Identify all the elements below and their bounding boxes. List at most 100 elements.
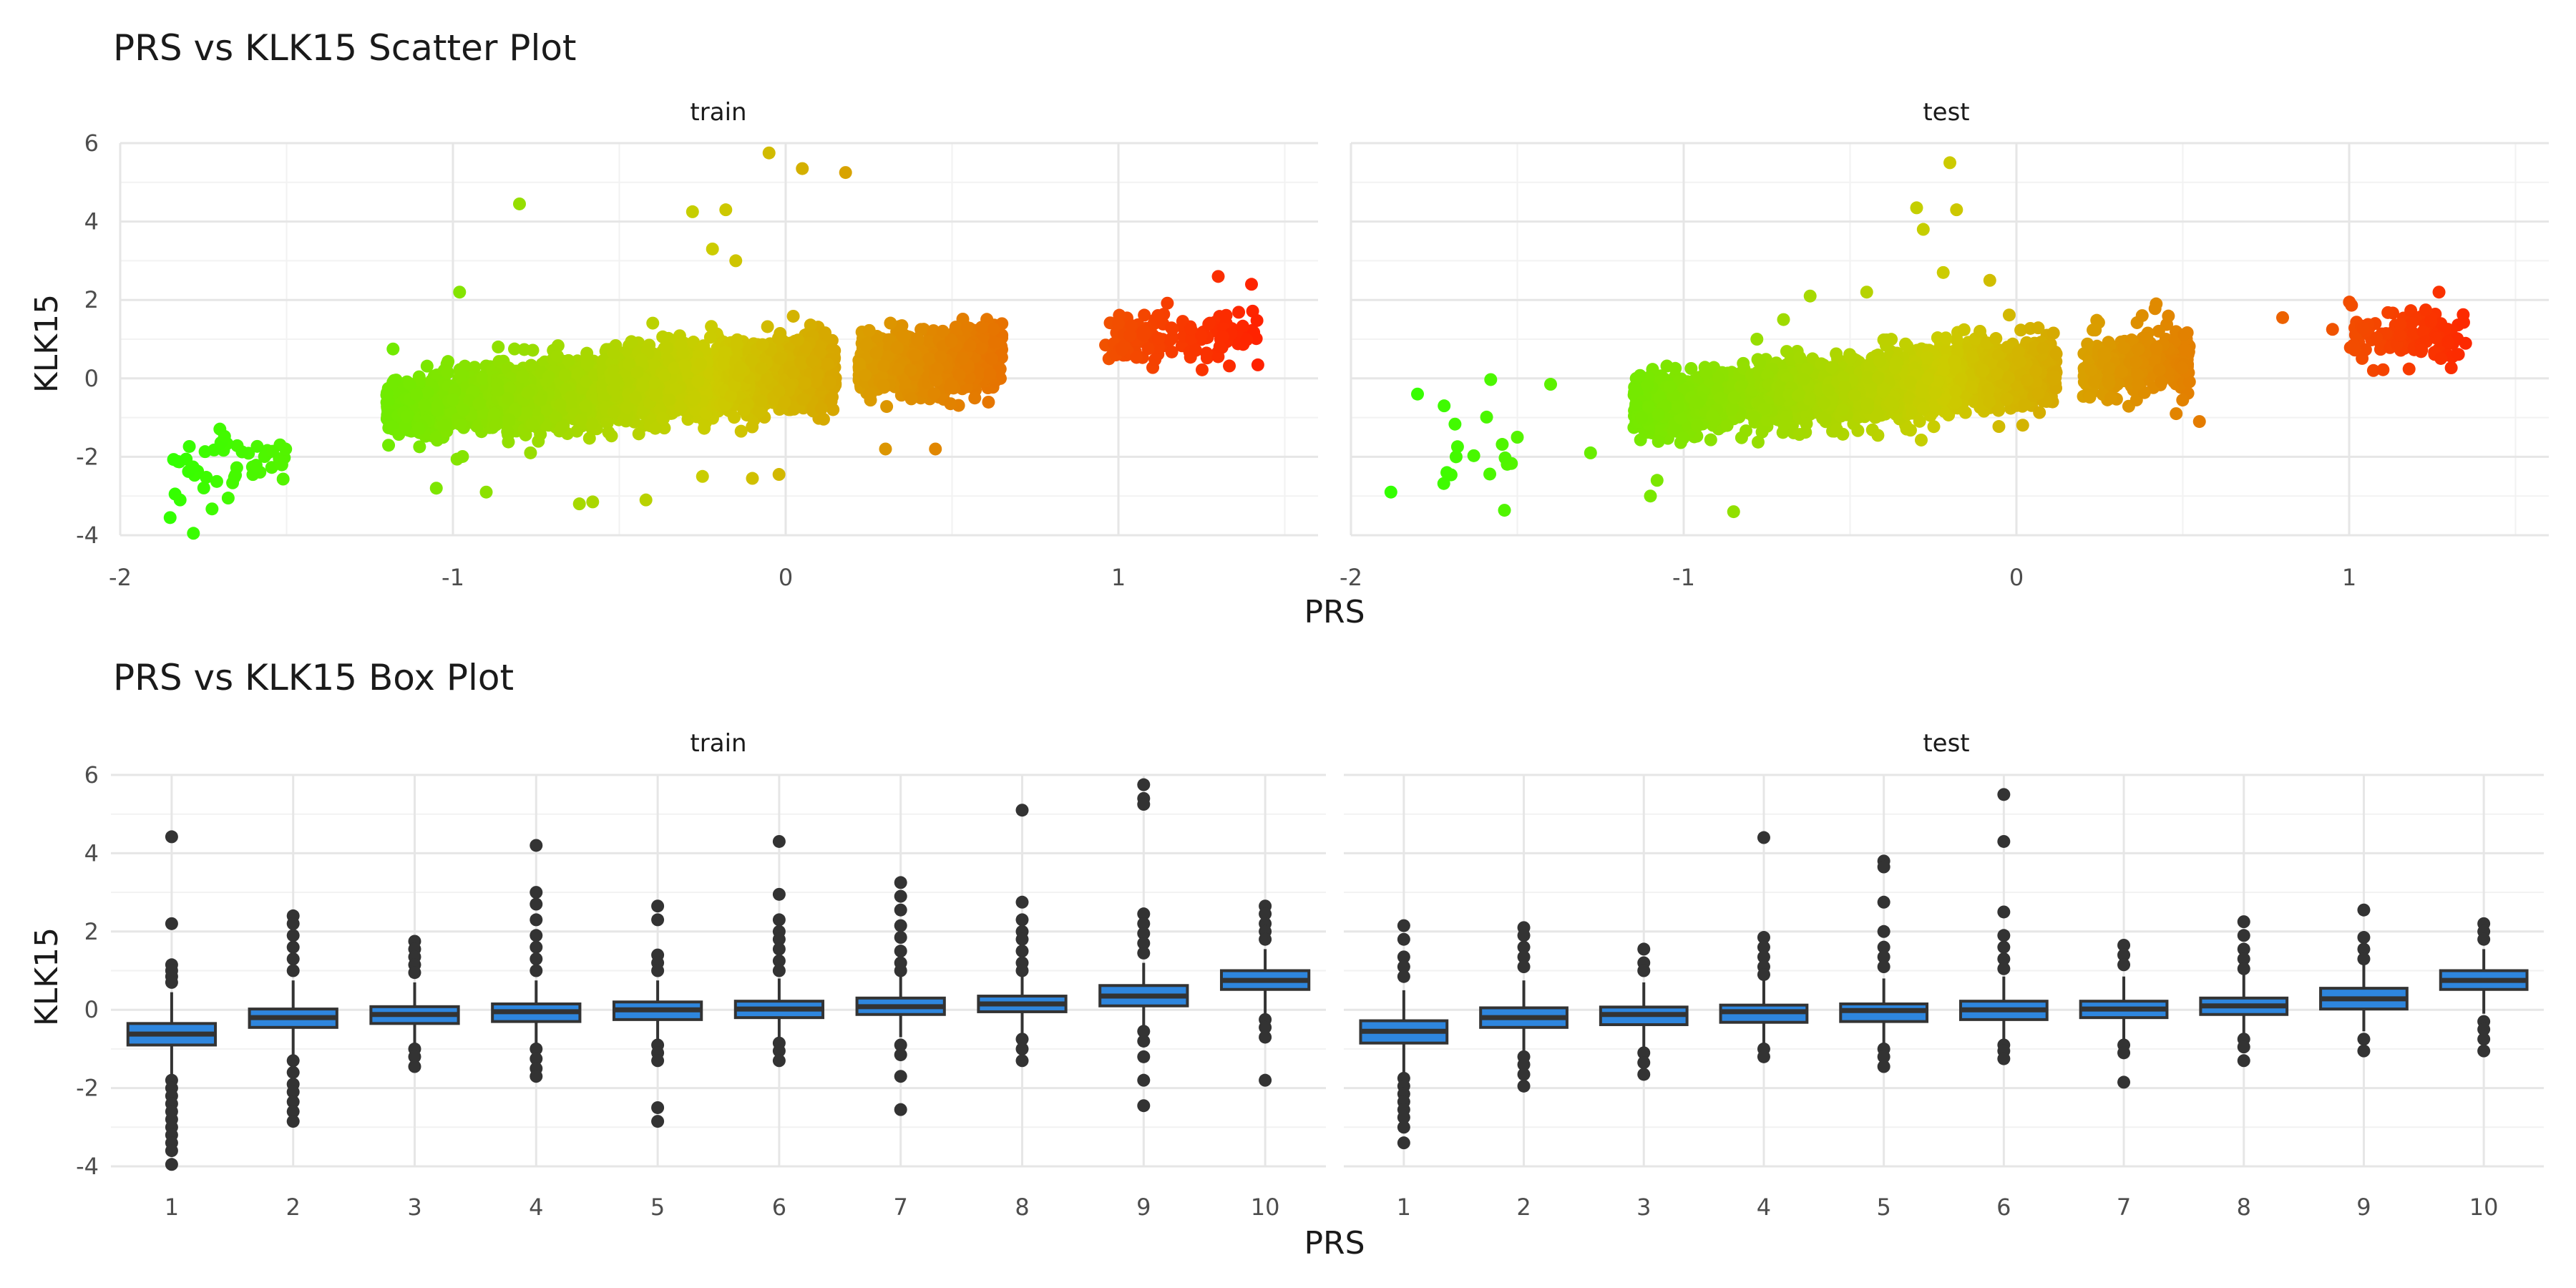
scatter-point bbox=[555, 421, 568, 434]
scatter-point bbox=[488, 407, 502, 421]
scatter-point bbox=[607, 383, 620, 396]
scatter-point bbox=[454, 367, 467, 381]
scatter-point bbox=[502, 435, 515, 449]
scatter-point bbox=[431, 404, 444, 417]
scatter-point bbox=[632, 427, 645, 441]
scatter-point bbox=[585, 417, 599, 431]
scatter-point bbox=[717, 357, 731, 371]
scatter-point bbox=[554, 398, 567, 411]
scatter-point bbox=[517, 343, 531, 356]
scatter-point bbox=[400, 410, 414, 424]
scatter-point bbox=[663, 393, 676, 406]
scatter-point bbox=[773, 351, 786, 365]
scatter-point bbox=[558, 369, 572, 382]
scatter-point bbox=[811, 368, 824, 381]
scatter-point bbox=[676, 346, 690, 360]
scatter-point bbox=[508, 342, 522, 356]
scatter-chart-title: PRS vs KLK15 Scatter Plot bbox=[113, 27, 577, 69]
scatter-point bbox=[503, 381, 517, 395]
scatter-point bbox=[730, 338, 743, 351]
scatter-panel-train: train bbox=[119, 98, 1318, 540]
scatter-point bbox=[814, 402, 828, 416]
scatter-point bbox=[734, 424, 748, 438]
scatter-point bbox=[515, 370, 529, 384]
scatter-point bbox=[581, 354, 595, 368]
scatter-point bbox=[441, 366, 454, 379]
scatter-point bbox=[468, 361, 482, 374]
scatter-point bbox=[703, 331, 717, 344]
scatter-point bbox=[562, 353, 575, 367]
scatter-point bbox=[521, 386, 535, 399]
scatter-point bbox=[786, 309, 800, 323]
scatter-point bbox=[625, 335, 638, 348]
scatter-point bbox=[791, 333, 804, 347]
scatter-point bbox=[412, 421, 426, 435]
scatter-point bbox=[532, 434, 545, 448]
scatter-point bbox=[880, 400, 894, 414]
scatter-point bbox=[607, 405, 620, 419]
scatter-point bbox=[668, 361, 681, 375]
scatter-point bbox=[525, 358, 538, 372]
scatter-point bbox=[381, 387, 394, 401]
scatter-point bbox=[737, 404, 751, 417]
scatter-point bbox=[630, 366, 644, 379]
scatter-point bbox=[542, 370, 555, 384]
scatter-point bbox=[382, 439, 396, 452]
scatter-point bbox=[418, 399, 431, 412]
scatter-point bbox=[525, 417, 539, 431]
scatter-point bbox=[823, 376, 836, 389]
scatter-point bbox=[772, 384, 786, 398]
scatter-point bbox=[754, 361, 768, 375]
scatter-point bbox=[806, 354, 819, 368]
scatter-point bbox=[450, 452, 464, 466]
scatter-strip-train: train bbox=[690, 98, 746, 127]
scatter-point bbox=[602, 426, 615, 439]
scatter-point bbox=[635, 353, 648, 366]
scatter-point bbox=[761, 320, 774, 333]
scatter-point bbox=[454, 418, 467, 431]
scatter-point bbox=[786, 366, 800, 380]
scatter-point bbox=[669, 382, 683, 396]
scatter-point bbox=[564, 390, 577, 404]
scatter-point bbox=[678, 358, 692, 372]
scatter-point bbox=[420, 359, 434, 373]
scatter-point bbox=[629, 391, 643, 405]
scatter-point bbox=[636, 379, 650, 392]
scatter-point bbox=[446, 393, 459, 406]
scatter-point bbox=[476, 372, 489, 386]
scatter-point bbox=[694, 357, 708, 371]
scatter-point bbox=[572, 366, 585, 380]
scatter-point bbox=[519, 406, 533, 420]
scatter-point bbox=[413, 440, 426, 454]
scatter-point bbox=[491, 384, 504, 397]
scatter-point bbox=[579, 399, 592, 413]
scatter-point bbox=[755, 394, 769, 408]
scatter-point bbox=[437, 419, 451, 432]
scatter-point bbox=[982, 395, 995, 409]
scatter-point bbox=[660, 341, 674, 355]
scatter-point bbox=[607, 346, 620, 360]
scatter-point bbox=[551, 349, 565, 363]
scatter-point bbox=[534, 394, 547, 407]
scatter-point bbox=[733, 361, 747, 374]
scatter-point bbox=[524, 446, 537, 459]
scatter-point bbox=[492, 340, 505, 353]
scatter-point bbox=[688, 392, 701, 406]
scatter-point bbox=[501, 392, 514, 406]
scatter-point bbox=[501, 425, 514, 439]
scatter-point bbox=[816, 412, 830, 426]
scatter-point bbox=[403, 377, 416, 391]
scatter-point bbox=[412, 370, 426, 384]
scatter-point bbox=[429, 431, 443, 444]
scatter-point bbox=[821, 357, 834, 371]
scatter-point bbox=[549, 411, 562, 424]
scatter-point bbox=[457, 404, 470, 417]
scatter-point bbox=[756, 338, 769, 351]
scatter-point bbox=[646, 316, 660, 330]
scatter-point bbox=[502, 413, 516, 426]
scatter-point bbox=[698, 421, 711, 435]
scatter-point bbox=[574, 413, 587, 426]
scatter-point bbox=[387, 374, 401, 387]
scatter-point bbox=[796, 393, 810, 406]
